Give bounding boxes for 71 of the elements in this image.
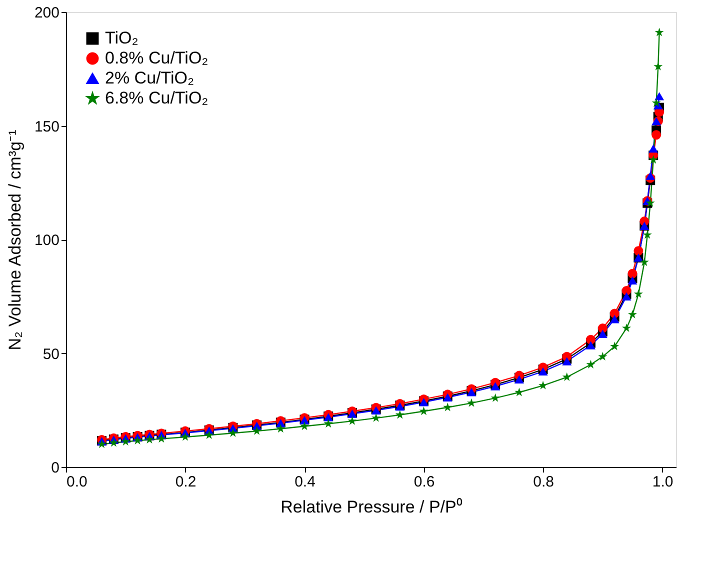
legend-label: TiO₂ (105, 28, 138, 48)
point (634, 289, 643, 298)
legend-label: 6.8% Cu/TiO₂ (105, 88, 208, 108)
point (109, 438, 118, 447)
point (443, 402, 452, 412)
point (395, 410, 404, 419)
x-tick-label: 0.2 (175, 474, 196, 490)
legend-label: 0.8% Cu/TiO₂ (105, 48, 208, 68)
x-tick-label: 0.8 (533, 474, 554, 490)
point (324, 419, 333, 428)
point (490, 382, 500, 390)
point (466, 398, 476, 407)
point (514, 388, 524, 396)
x-tick-label: 1.0 (652, 474, 674, 490)
point (562, 357, 572, 366)
y-tick-label: 150 (34, 118, 60, 136)
point (97, 440, 106, 448)
x-axis-title: Relative Pressure / P/P⁰ (280, 498, 462, 516)
point (654, 62, 663, 70)
point (144, 434, 154, 444)
point (622, 323, 632, 332)
point (646, 198, 655, 207)
y-axis-title: N₂ Volume Adsorbed / cm³g⁻¹ (5, 129, 24, 350)
point (419, 406, 428, 416)
point (514, 375, 524, 384)
point (538, 367, 548, 376)
point (598, 330, 608, 338)
x-tick-label: 0.4 (294, 474, 316, 490)
point (646, 172, 656, 180)
point (276, 424, 286, 433)
point (348, 416, 357, 425)
point (180, 432, 190, 441)
point (586, 360, 596, 368)
point (634, 246, 644, 256)
point (586, 334, 596, 344)
x-tick-label: 0.6 (414, 474, 435, 490)
point (156, 434, 166, 443)
point (562, 372, 572, 381)
point (628, 310, 637, 318)
y-tick-label: 100 (34, 232, 60, 249)
point (610, 342, 620, 350)
point (622, 292, 632, 300)
point (598, 352, 608, 360)
point (586, 341, 596, 350)
point (654, 92, 664, 100)
point (133, 436, 142, 444)
legend-label: 2% Cu/TiO₂ (105, 68, 194, 88)
point (372, 413, 381, 422)
point (640, 258, 649, 266)
point (121, 437, 130, 446)
y-tick-label: 0 (51, 460, 60, 476)
point (228, 428, 238, 437)
x-tick-label: 0.0 (66, 474, 88, 490)
point (652, 98, 661, 107)
y-tick-label: 200 (34, 4, 60, 22)
point (654, 28, 664, 36)
point (204, 430, 214, 439)
point (598, 323, 608, 333)
point (628, 276, 638, 285)
point (252, 426, 262, 435)
point (610, 315, 620, 324)
point (648, 155, 658, 164)
point (648, 144, 658, 153)
y-tick-label: 50 (42, 346, 60, 363)
point (642, 230, 652, 239)
point (490, 393, 500, 402)
point (628, 268, 638, 278)
point (538, 380, 548, 390)
point (610, 308, 620, 318)
point (300, 422, 310, 430)
point (652, 130, 662, 140)
